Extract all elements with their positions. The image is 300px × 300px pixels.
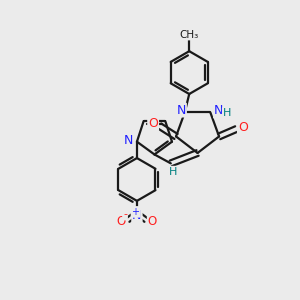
Text: N: N <box>132 209 142 222</box>
Text: O: O <box>148 117 158 130</box>
Text: O: O <box>148 215 157 228</box>
Text: O: O <box>238 121 248 134</box>
Text: H: H <box>169 167 177 177</box>
Text: N: N <box>214 104 224 117</box>
Text: -: - <box>123 209 127 220</box>
Text: N: N <box>176 103 186 116</box>
Text: H: H <box>223 108 231 118</box>
Text: +: + <box>131 207 140 217</box>
Text: O: O <box>117 215 126 228</box>
Text: CH₃: CH₃ <box>180 29 199 40</box>
Text: N: N <box>124 134 133 147</box>
